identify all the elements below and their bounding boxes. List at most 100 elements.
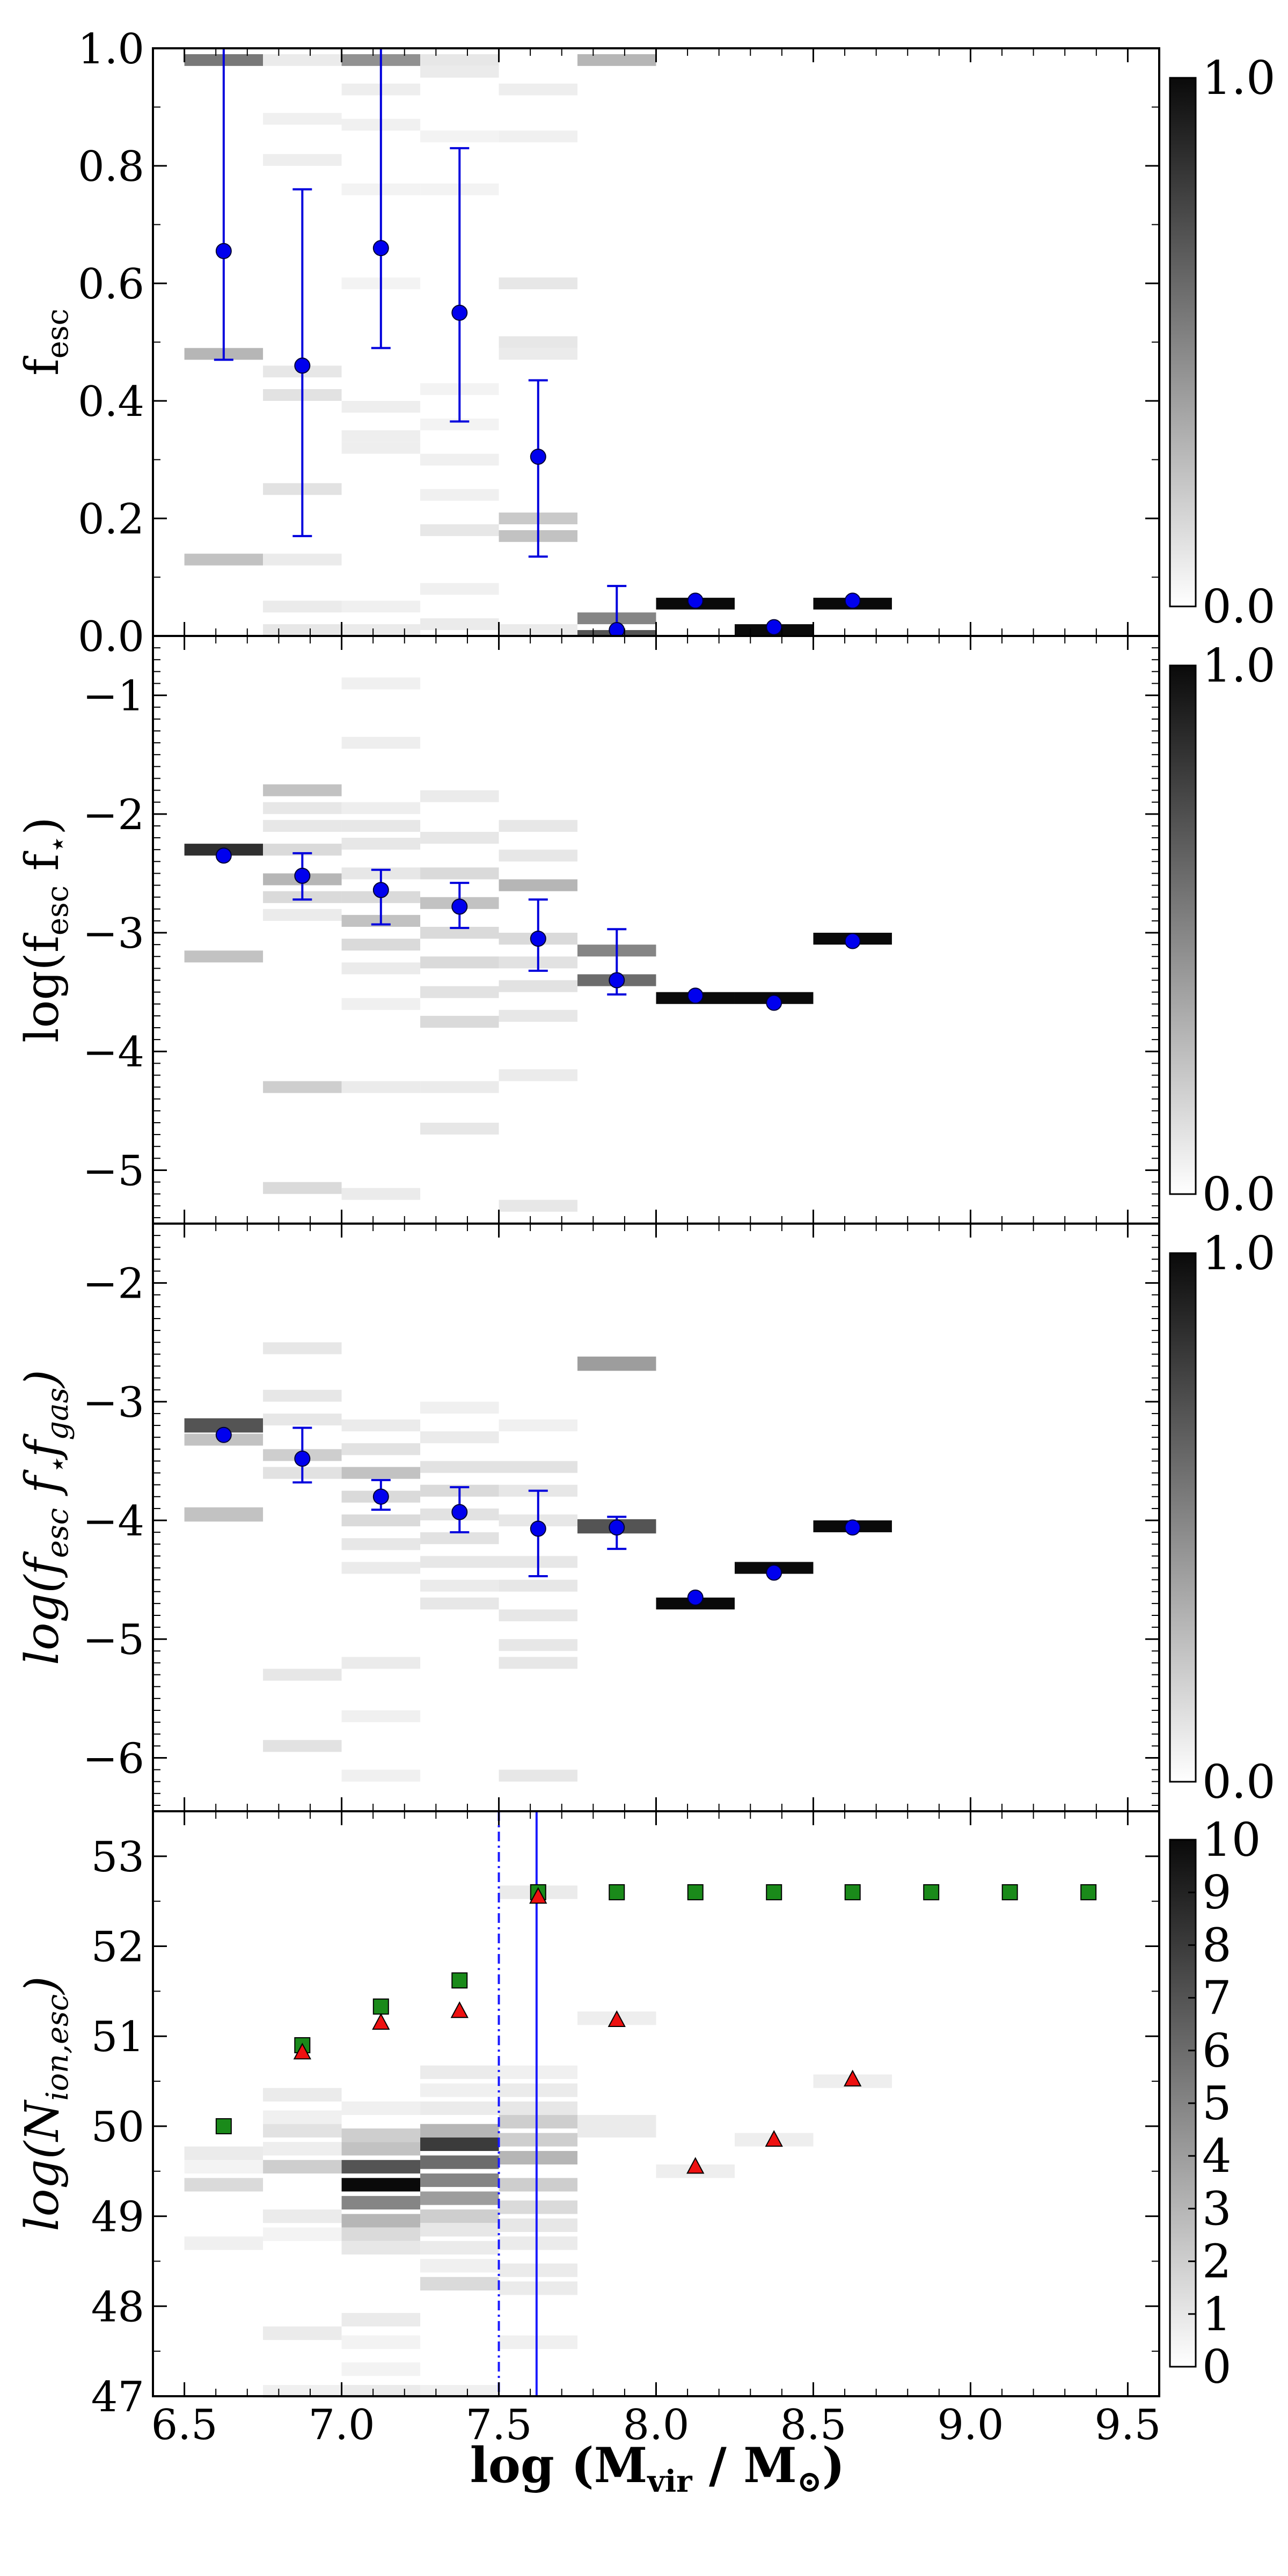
data-point — [451, 1504, 468, 1520]
colorbar-tick-label: 1.0 — [1202, 639, 1276, 693]
colorbar-tick-label: 1 — [1202, 2288, 1232, 2341]
heatmap-cell — [263, 2160, 342, 2174]
y-tick-label: −5 — [83, 1147, 144, 1195]
heatmap-cell — [499, 83, 578, 96]
y-tick-label: 0.0 — [78, 613, 144, 661]
heatmap-cell — [499, 1657, 578, 1669]
square-marker — [844, 1884, 861, 1900]
heatmap-cell — [341, 442, 421, 454]
heatmap-cell — [420, 453, 499, 466]
colorbar-tick-label: 1.0 — [1202, 1227, 1276, 1280]
y-tick-label: 47 — [91, 2373, 144, 2421]
data-point — [530, 449, 546, 465]
plot-area — [153, 48, 1159, 636]
colorbar-tick-label: 0.0 — [1202, 1168, 1276, 1221]
heatmap-cell — [263, 1740, 342, 1752]
panel-3: −2 −3 −4 −5 −6 log(fesc f⋆fgas) 0.0 1.0 — [16, 1223, 1276, 1812]
x-tick-label: 8.5 — [780, 2401, 846, 2449]
data-point — [844, 1519, 861, 1536]
heatmap-cell — [499, 2114, 578, 2129]
heatmap-cell — [499, 2236, 578, 2250]
panels-group: 0.00.20.40.60.81.0fesc0.01.0−1−2−3−4−5lo… — [16, 25, 1276, 2421]
heatmap-cell — [263, 802, 342, 814]
colorbar-tick-label: 2 — [1202, 2235, 1232, 2289]
y-axis-label: fesc — [16, 309, 75, 376]
heatmap-cell — [420, 1081, 499, 1093]
heatmap-cell — [420, 926, 499, 939]
y-axis-label: log(Nion,esc) — [16, 1976, 75, 2231]
heatmap-cell — [420, 1431, 499, 1444]
x-axis-label: log (Mvir / M⊙) — [470, 2437, 845, 2499]
heatmap-cell — [499, 1419, 578, 1432]
heatmap-cell — [499, 819, 578, 832]
colorbar — [1169, 1252, 1197, 1783]
heatmap-cell — [577, 2124, 656, 2138]
y-tick-label: 0.4 — [78, 378, 144, 426]
heatmap-cell — [420, 2065, 499, 2079]
heatmap-cell — [263, 2110, 342, 2124]
heatmap-cell — [420, 1597, 499, 1609]
y-axis-label-subscript: gas — [40, 1388, 75, 1440]
heatmap-cell — [263, 1081, 342, 1093]
square-marker — [609, 1884, 625, 1900]
colorbar — [1169, 664, 1197, 1195]
square-marker — [451, 1972, 468, 1989]
y-axis-label-part: log(f — [16, 1551, 69, 1665]
heatmap-cell — [263, 624, 342, 636]
data-point — [687, 987, 704, 1004]
heatmap-cell — [263, 784, 342, 796]
y-tick-label: −5 — [83, 1616, 144, 1664]
heatmap-cell — [263, 601, 342, 613]
heatmap-cell — [420, 1015, 499, 1028]
heatmap-cell — [420, 1579, 499, 1592]
heatmap-cell — [420, 956, 499, 969]
heatmap-cell — [263, 1413, 342, 1426]
heatmap-cell — [341, 998, 421, 1010]
heatmap-cell — [341, 2128, 421, 2142]
heatmap-cell — [420, 1532, 499, 1545]
triangle-marker — [765, 2129, 783, 2147]
heatmap-cell — [341, 819, 421, 832]
y-tick-label: 51 — [91, 2013, 144, 2061]
heatmap-cell — [499, 2083, 578, 2097]
heatmap-cell — [341, 939, 421, 951]
heatmap-cell — [499, 2263, 578, 2277]
heatmap-cell — [420, 2124, 499, 2138]
heatmap-cell — [420, 2223, 499, 2237]
plot-area — [153, 1224, 1159, 1811]
heatmap-cell — [420, 2173, 499, 2187]
heatmap-cell — [341, 1188, 421, 1200]
heatmap-cell — [341, 1514, 421, 1527]
heatmap-cell — [184, 553, 264, 566]
panel-1: 0.0 0.2 0.4 0.6 0.8 1.0 fesc 0.0 1.0 — [16, 25, 1276, 661]
heatmap-cell — [341, 624, 421, 636]
heatmap-cell — [341, 1769, 421, 1782]
heatmap-cell — [341, 2160, 421, 2174]
heatmap-cell — [499, 2101, 578, 2115]
y-axis-label-subscript: ⋆ — [40, 1458, 75, 1476]
heatmap-cell — [341, 401, 421, 413]
heatmap-cell — [499, 1199, 578, 1212]
heatmap-cell — [341, 2142, 421, 2156]
x-tick-label: 9.5 — [1094, 2401, 1161, 2449]
y-tick-label: −4 — [83, 1028, 144, 1077]
y-tick-label: −2 — [83, 1260, 144, 1308]
y-tick-label: 53 — [91, 1833, 144, 1882]
heatmap-cell — [420, 2259, 499, 2273]
y-tick-label: 50 — [91, 2103, 144, 2151]
data-point — [766, 619, 782, 635]
heatmap-cell — [499, 2133, 578, 2147]
heatmap-cell — [341, 430, 421, 442]
data-point — [294, 1451, 311, 1467]
x-tick-label: 6.5 — [151, 2401, 218, 2449]
heatmap-cell — [499, 2281, 578, 2295]
heatmap-cell — [263, 909, 342, 921]
y-axis-label-subscript: ion,esc — [40, 1994, 75, 2101]
colorbar-tick-label: 7 — [1202, 1972, 1232, 2025]
data-point — [687, 592, 704, 609]
heatmap-cell — [420, 2241, 499, 2255]
heatmap-cell — [420, 130, 499, 143]
heatmap-cell — [420, 418, 499, 430]
heatmap-cell — [499, 1769, 578, 1782]
square-marker — [766, 1884, 782, 1900]
